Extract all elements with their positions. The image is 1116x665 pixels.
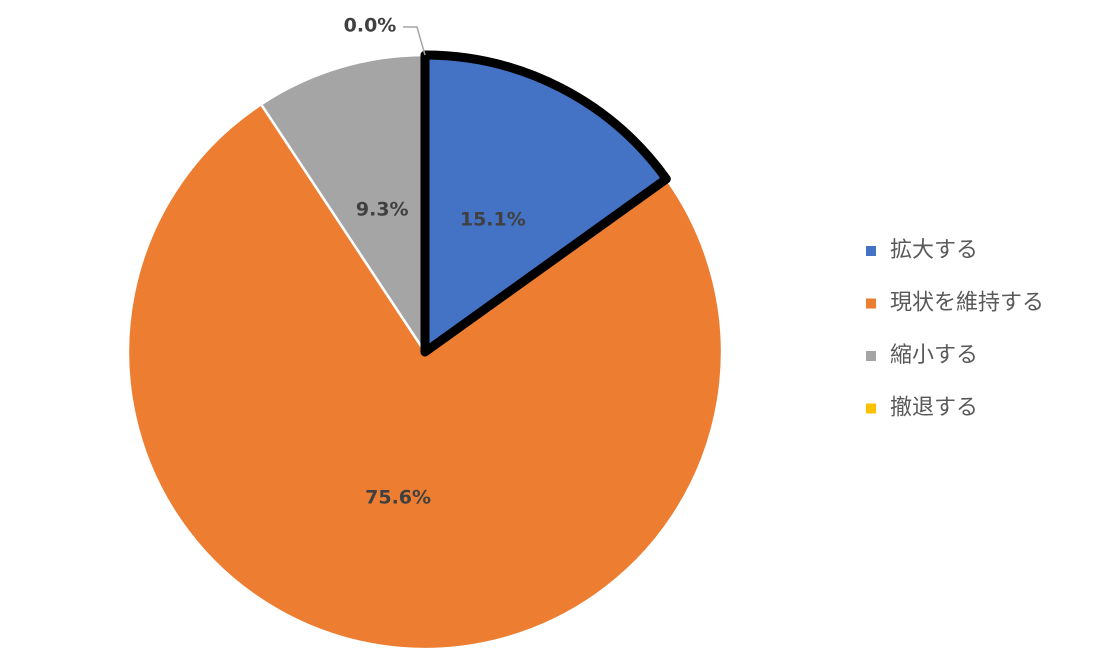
- pie-slice: [126, 103, 724, 651]
- legend-label: 縮小する: [890, 343, 978, 368]
- legend-label: 現状を維持する: [890, 291, 1044, 316]
- legend-swatch: [866, 298, 876, 309]
- data-label: 9.3%: [356, 198, 409, 220]
- data-label: 15.1%: [460, 208, 526, 230]
- legend-label: 撤退する: [890, 396, 978, 421]
- legend-swatch: [866, 403, 876, 414]
- pie-slice: [259, 53, 427, 354]
- pie-slice: [420, 50, 671, 357]
- legend-swatch: [866, 246, 876, 256]
- legend-swatch: [866, 351, 876, 361]
- data-label: 0.0%: [344, 15, 397, 37]
- data-label: 75.6%: [365, 487, 431, 509]
- leader-line: [403, 26, 426, 56]
- legend-label: 拡大する: [890, 238, 978, 263]
